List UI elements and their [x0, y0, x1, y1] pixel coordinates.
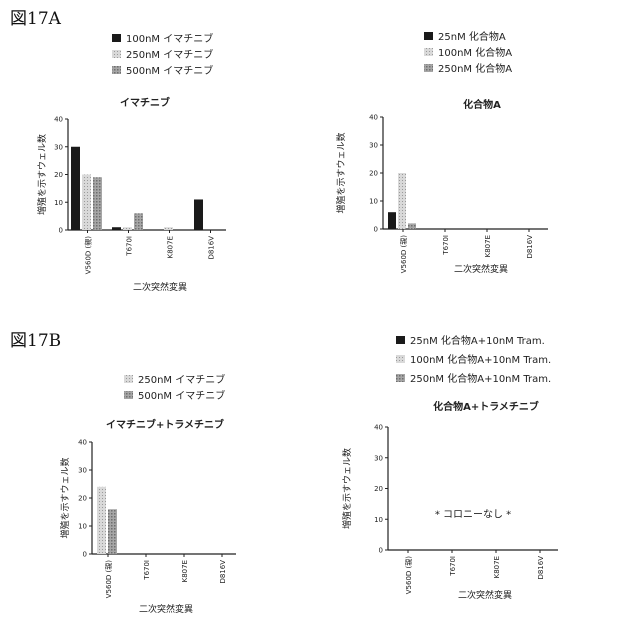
chart-b2-annotation: * コロニーなし *: [435, 508, 511, 520]
chart-a1-category-label-2: T670I: [126, 236, 134, 257]
chart-a2-legend-label-3: 250nM 化合物A: [438, 62, 512, 75]
chart-a1-y-tick-label-10: 10: [54, 199, 63, 207]
chart-a1-bar-3-2: [164, 227, 173, 230]
chart-b2-y-tick-label-20: 20: [374, 485, 383, 493]
chart-b2-y-tick-label-30: 30: [374, 454, 383, 462]
chart-b1-category-label-2: T670I: [143, 560, 151, 581]
chart-a1-legend-label-1: 100nM イマチニブ: [126, 32, 213, 45]
chart-b1-title: イマチニブ+トラメチニブ: [106, 418, 224, 431]
chart-a2-bar-1-1: [388, 212, 396, 229]
chart-a1-xlabel: 二次突然変異: [133, 281, 187, 293]
chart-a1-ylabel: 増殖を示すウェル数: [36, 134, 48, 215]
chart-b1-category-label-3: K807E: [181, 560, 189, 582]
chart-a1-legend-swatch-1: [112, 34, 121, 42]
figure-label-a: 図17A: [10, 9, 61, 29]
chart-b1-y-tick-label-30: 30: [78, 467, 87, 475]
chart-b2-legend-label-3: 250nM 化合物A+10nM Tram.: [410, 372, 551, 385]
chart-a1-bar-2-3: [134, 213, 143, 230]
chart-a1-bar-1-1: [71, 146, 80, 230]
chart-a2-bar-1-3: [408, 223, 416, 229]
chart-a2-legend-label-1: 25nM 化合物A: [438, 30, 506, 43]
chart-a2-category-label-3: K807E: [484, 235, 492, 257]
chart-a2-y-tick-label-0: 0: [374, 226, 378, 234]
chart-b1-legend-label-2: 500nM イマチニブ: [138, 389, 225, 402]
chart-a1-category-label-3: K807E: [167, 236, 175, 258]
chart-a1-y-tick-label-40: 40: [54, 116, 63, 124]
chart-a2-legend-swatch-3: [424, 64, 433, 72]
chart-b2-y-tick-label-40: 40: [374, 424, 383, 432]
chart-b2-y-tick-label-10: 10: [374, 516, 383, 524]
chart-a2-legend-swatch-1: [424, 32, 433, 40]
chart-a2-y-tick-label-10: 10: [369, 198, 378, 206]
chart-b2-xlabel: 二次突然変異: [458, 589, 512, 601]
chart-a1-bar-2-1: [112, 227, 121, 230]
chart-b1-legend-swatch-2: [124, 391, 133, 399]
chart-b2-title: 化合物A+トラメチニブ: [433, 400, 539, 413]
chart-a1-y-tick-label-20: 20: [54, 171, 63, 179]
chart-b1-bar-1-2: [108, 509, 117, 554]
chart-a1-bar-2-2: [123, 227, 132, 230]
chart-a1-category-label-1: V560D (親): [84, 236, 93, 274]
chart-b1-category-label-1: V560D (親): [104, 560, 113, 598]
chart-b2-category-label-4: D816V: [537, 556, 545, 580]
chart-a1-title: イマチニブ: [120, 96, 170, 109]
chart-a1-bar-1-2: [82, 174, 91, 230]
chart-a1-bar-4-1: [194, 199, 203, 230]
chart-b2-ylabel: 増殖を示すウェル数: [341, 448, 353, 529]
chart-b2-legend-label-1: 25nM 化合物A+10nM Tram.: [410, 334, 545, 347]
chart-a2-ylabel: 増殖を示すウェル数: [335, 132, 347, 213]
chart-a1-legend-swatch-2: [112, 50, 121, 58]
chart-b2-y-tick-label-0: 0: [379, 547, 383, 555]
chart-b1-y-tick-label-20: 20: [78, 495, 87, 503]
chart-a2-category-label-4: D816V: [526, 235, 534, 259]
chart-b2-category-label-2: T670I: [449, 556, 457, 577]
chart-b1-xlabel: 二次突然変異: [139, 603, 193, 615]
chart-b2-category-label-3: K807E: [493, 556, 501, 578]
chart-b1-y-tick-label-0: 0: [83, 551, 87, 559]
chart-b1-y-tick-label-10: 10: [78, 523, 87, 531]
chart-a2-legend-swatch-2: [424, 48, 433, 56]
chart-a2-y-tick-label-30: 30: [369, 142, 378, 150]
chart-a1-category-label-4: D816V: [208, 236, 216, 260]
figure-label-b: 図17B: [10, 331, 62, 351]
chart-a2-xlabel: 二次突然変異: [454, 263, 508, 275]
chart-b1-category-label-4: D816V: [219, 560, 227, 584]
chart-b2-legend-swatch-3: [396, 374, 405, 382]
chart-b1-legend-label-1: 250nM イマチニブ: [138, 373, 225, 386]
chart-a1-legend-label-2: 250nM イマチニブ: [126, 48, 213, 61]
chart-a1-legend-swatch-3: [112, 66, 121, 74]
chart-b1-bar-1-1: [97, 486, 106, 554]
chart-a1-legend-label-3: 500nM イマチニブ: [126, 64, 213, 77]
chart-b2-legend-label-2: 100nM 化合物A+10nM Tram.: [410, 353, 551, 366]
chart-a2-title: 化合物A: [463, 98, 501, 111]
chart-a2-category-label-1: V560D (親): [399, 235, 408, 273]
chart-b1-ylabel: 増殖を示すウェル数: [59, 457, 71, 538]
chart-a2-y-tick-label-40: 40: [369, 114, 378, 122]
chart-b2-category-label-1: V560D (親): [404, 556, 413, 594]
chart-a2-category-label-2: T670I: [442, 235, 450, 256]
chart-b2-legend-swatch-1: [396, 336, 405, 344]
chart-b1-y-tick-label-40: 40: [78, 439, 87, 447]
chart-b1-legend-swatch-1: [124, 375, 133, 383]
chart-a2-bar-1-2: [398, 173, 406, 229]
chart-a1-bar-1-3: [93, 177, 102, 230]
chart-b2-legend-swatch-2: [396, 355, 405, 363]
chart-a2-legend-label-2: 100nM 化合物A: [438, 46, 512, 59]
chart-a2-y-tick-label-20: 20: [369, 170, 378, 178]
chart-a1-y-tick-label-0: 0: [59, 227, 63, 235]
chart-a1-y-tick-label-30: 30: [54, 143, 63, 151]
